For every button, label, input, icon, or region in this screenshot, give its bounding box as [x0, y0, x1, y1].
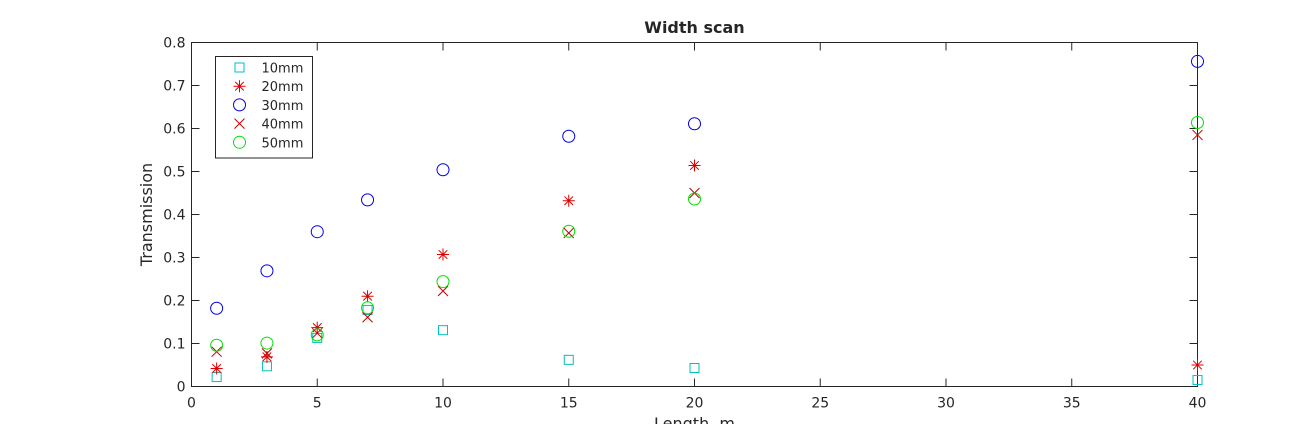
- x-tick-label: 10: [434, 396, 452, 412]
- data-point-10mm: [1192, 375, 1203, 386]
- legend-box: [215, 56, 313, 159]
- data-point-10mm: [689, 363, 700, 374]
- data-point-20mm: [260, 350, 273, 363]
- x-tick-label: 40: [1189, 396, 1207, 412]
- plot-frame: [191, 42, 1198, 387]
- series-20mm: [210, 159, 1204, 375]
- legend-marker-30mm: [233, 98, 246, 112]
- legend-marker-40mm: [234, 118, 245, 129]
- y-tick-label: 0.4: [163, 208, 185, 224]
- y-tick-label: 0.2: [163, 294, 185, 310]
- legend-marker-20mm: [233, 80, 246, 93]
- data-point-30mm: [562, 129, 576, 143]
- x-tick-label: 5: [313, 396, 322, 412]
- series-50mm: [210, 115, 1204, 352]
- legend-marker-50mm: [233, 135, 246, 149]
- data-point-30mm: [436, 163, 450, 177]
- data-point-10mm: [563, 354, 574, 365]
- legend-label: 10mm: [262, 62, 304, 77]
- data-point-50mm: [1191, 115, 1204, 129]
- data-point-40mm: [362, 311, 373, 323]
- legend-label: 40mm: [262, 118, 304, 133]
- data-point-30mm: [1191, 54, 1204, 68]
- data-marks: [210, 54, 1204, 386]
- data-point-10mm: [438, 325, 448, 336]
- data-point-40mm: [261, 348, 273, 359]
- y-tick-label: 0.7: [163, 79, 185, 95]
- data-point-20mm: [437, 248, 449, 261]
- data-point-30mm: [688, 117, 701, 131]
- data-point-20mm: [1191, 359, 1204, 371]
- series-10mm: [211, 304, 1203, 386]
- series-30mm: [210, 54, 1204, 315]
- data-point-20mm: [562, 194, 575, 207]
- y-tick-label: 0.8: [163, 36, 185, 52]
- y-tick-label: 0.6: [163, 122, 185, 138]
- axes: 0 5 10 15 20 25 30 35 40 0 0.1 0.2 0.3 0.4 0.5 0.6 0.7 0.…: [163, 36, 1206, 412]
- chart-title: Width scan: [644, 18, 744, 37]
- data-point-20mm: [210, 362, 223, 375]
- data-point-10mm: [261, 361, 272, 372]
- data-point-50mm: [361, 301, 375, 315]
- data-point-30mm: [210, 301, 224, 315]
- x-tick-label: 30: [937, 396, 955, 412]
- y-tick-label: 0.1: [163, 337, 185, 353]
- y-axis-title: Transmission: [137, 163, 156, 267]
- x-tick-label: 25: [811, 396, 829, 412]
- legend-label: 30mm: [262, 99, 304, 114]
- data-point-50mm: [562, 224, 576, 238]
- x-tick-label: 0: [187, 396, 196, 412]
- x-tick-label: 35: [1063, 396, 1081, 412]
- data-point-30mm: [310, 225, 324, 239]
- legend-label: 20mm: [262, 80, 304, 95]
- legend-marker-10mm: [234, 62, 245, 73]
- y-tick-label: 0.3: [163, 251, 185, 267]
- data-point-40mm: [1192, 129, 1203, 141]
- data-point-30mm: [260, 264, 274, 278]
- data-point-50mm: [310, 328, 324, 342]
- data-point-10mm: [362, 304, 373, 315]
- x-tick-label: 20: [686, 396, 704, 412]
- legend-label: 50mm: [262, 136, 304, 151]
- legend: 10mm 20mm 30mm 40mm 50mm: [215, 56, 313, 159]
- data-point-30mm: [361, 193, 375, 207]
- data-point-20mm: [361, 290, 374, 303]
- data-point-50mm: [260, 336, 274, 350]
- data-point-50mm: [688, 192, 701, 206]
- data-point-20mm: [311, 321, 324, 334]
- series-40mm: [211, 129, 1203, 359]
- data-point-40mm: [437, 285, 449, 297]
- x-tick-label: 15: [560, 396, 578, 412]
- x-axis-title: Length, m: [654, 414, 735, 424]
- y-tick-label: 0: [177, 380, 186, 396]
- data-point-50mm: [436, 275, 450, 289]
- data-point-20mm: [688, 159, 701, 172]
- data-point-50mm: [210, 338, 224, 352]
- y-tick-label: 0.5: [163, 165, 185, 181]
